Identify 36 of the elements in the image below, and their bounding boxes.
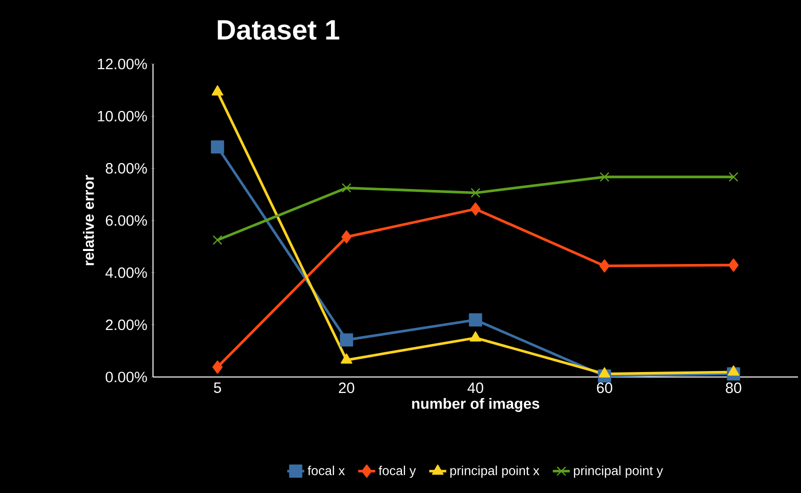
point (210, 140, 224, 154)
point (599, 259, 610, 272)
point (468, 313, 482, 326)
point (470, 202, 481, 216)
point (728, 258, 739, 272)
point (598, 367, 610, 378)
y-tick-label: 0.00% (106, 372, 147, 382)
y-axis-title: relative error (82, 175, 94, 266)
x-tick-label: 60 (596, 382, 612, 394)
x-tick-label: 20 (338, 382, 354, 394)
point (212, 235, 222, 245)
x-tick-label: 5 (214, 382, 222, 393)
legend-label: principal point y (574, 466, 664, 478)
y-tick-label: 4.00% (105, 267, 147, 278)
point (728, 172, 738, 182)
point (728, 365, 740, 376)
x-tick-label: 80 (726, 382, 742, 394)
legend-label: focal x (308, 466, 345, 476)
point (600, 172, 610, 182)
point (340, 353, 352, 364)
point (342, 183, 352, 193)
y-tick-label: 6.00% (106, 215, 147, 226)
x-tick-label: 40 (468, 382, 484, 394)
y-tick-label: 8.00% (106, 163, 147, 174)
point (340, 333, 354, 347)
legend-label: focal y (378, 466, 416, 478)
y-tick-label: 2.00% (106, 320, 147, 330)
point (341, 230, 352, 244)
x-axis-title: number of images (412, 398, 540, 412)
y-tick-label: 12.00% (98, 58, 147, 70)
legend-label: principal point x (450, 466, 540, 478)
chart-title: Dataset 1 (218, 20, 340, 40)
point (470, 331, 482, 342)
y-tick-label: 10.00% (98, 110, 147, 122)
point (212, 360, 223, 374)
point (470, 188, 480, 198)
